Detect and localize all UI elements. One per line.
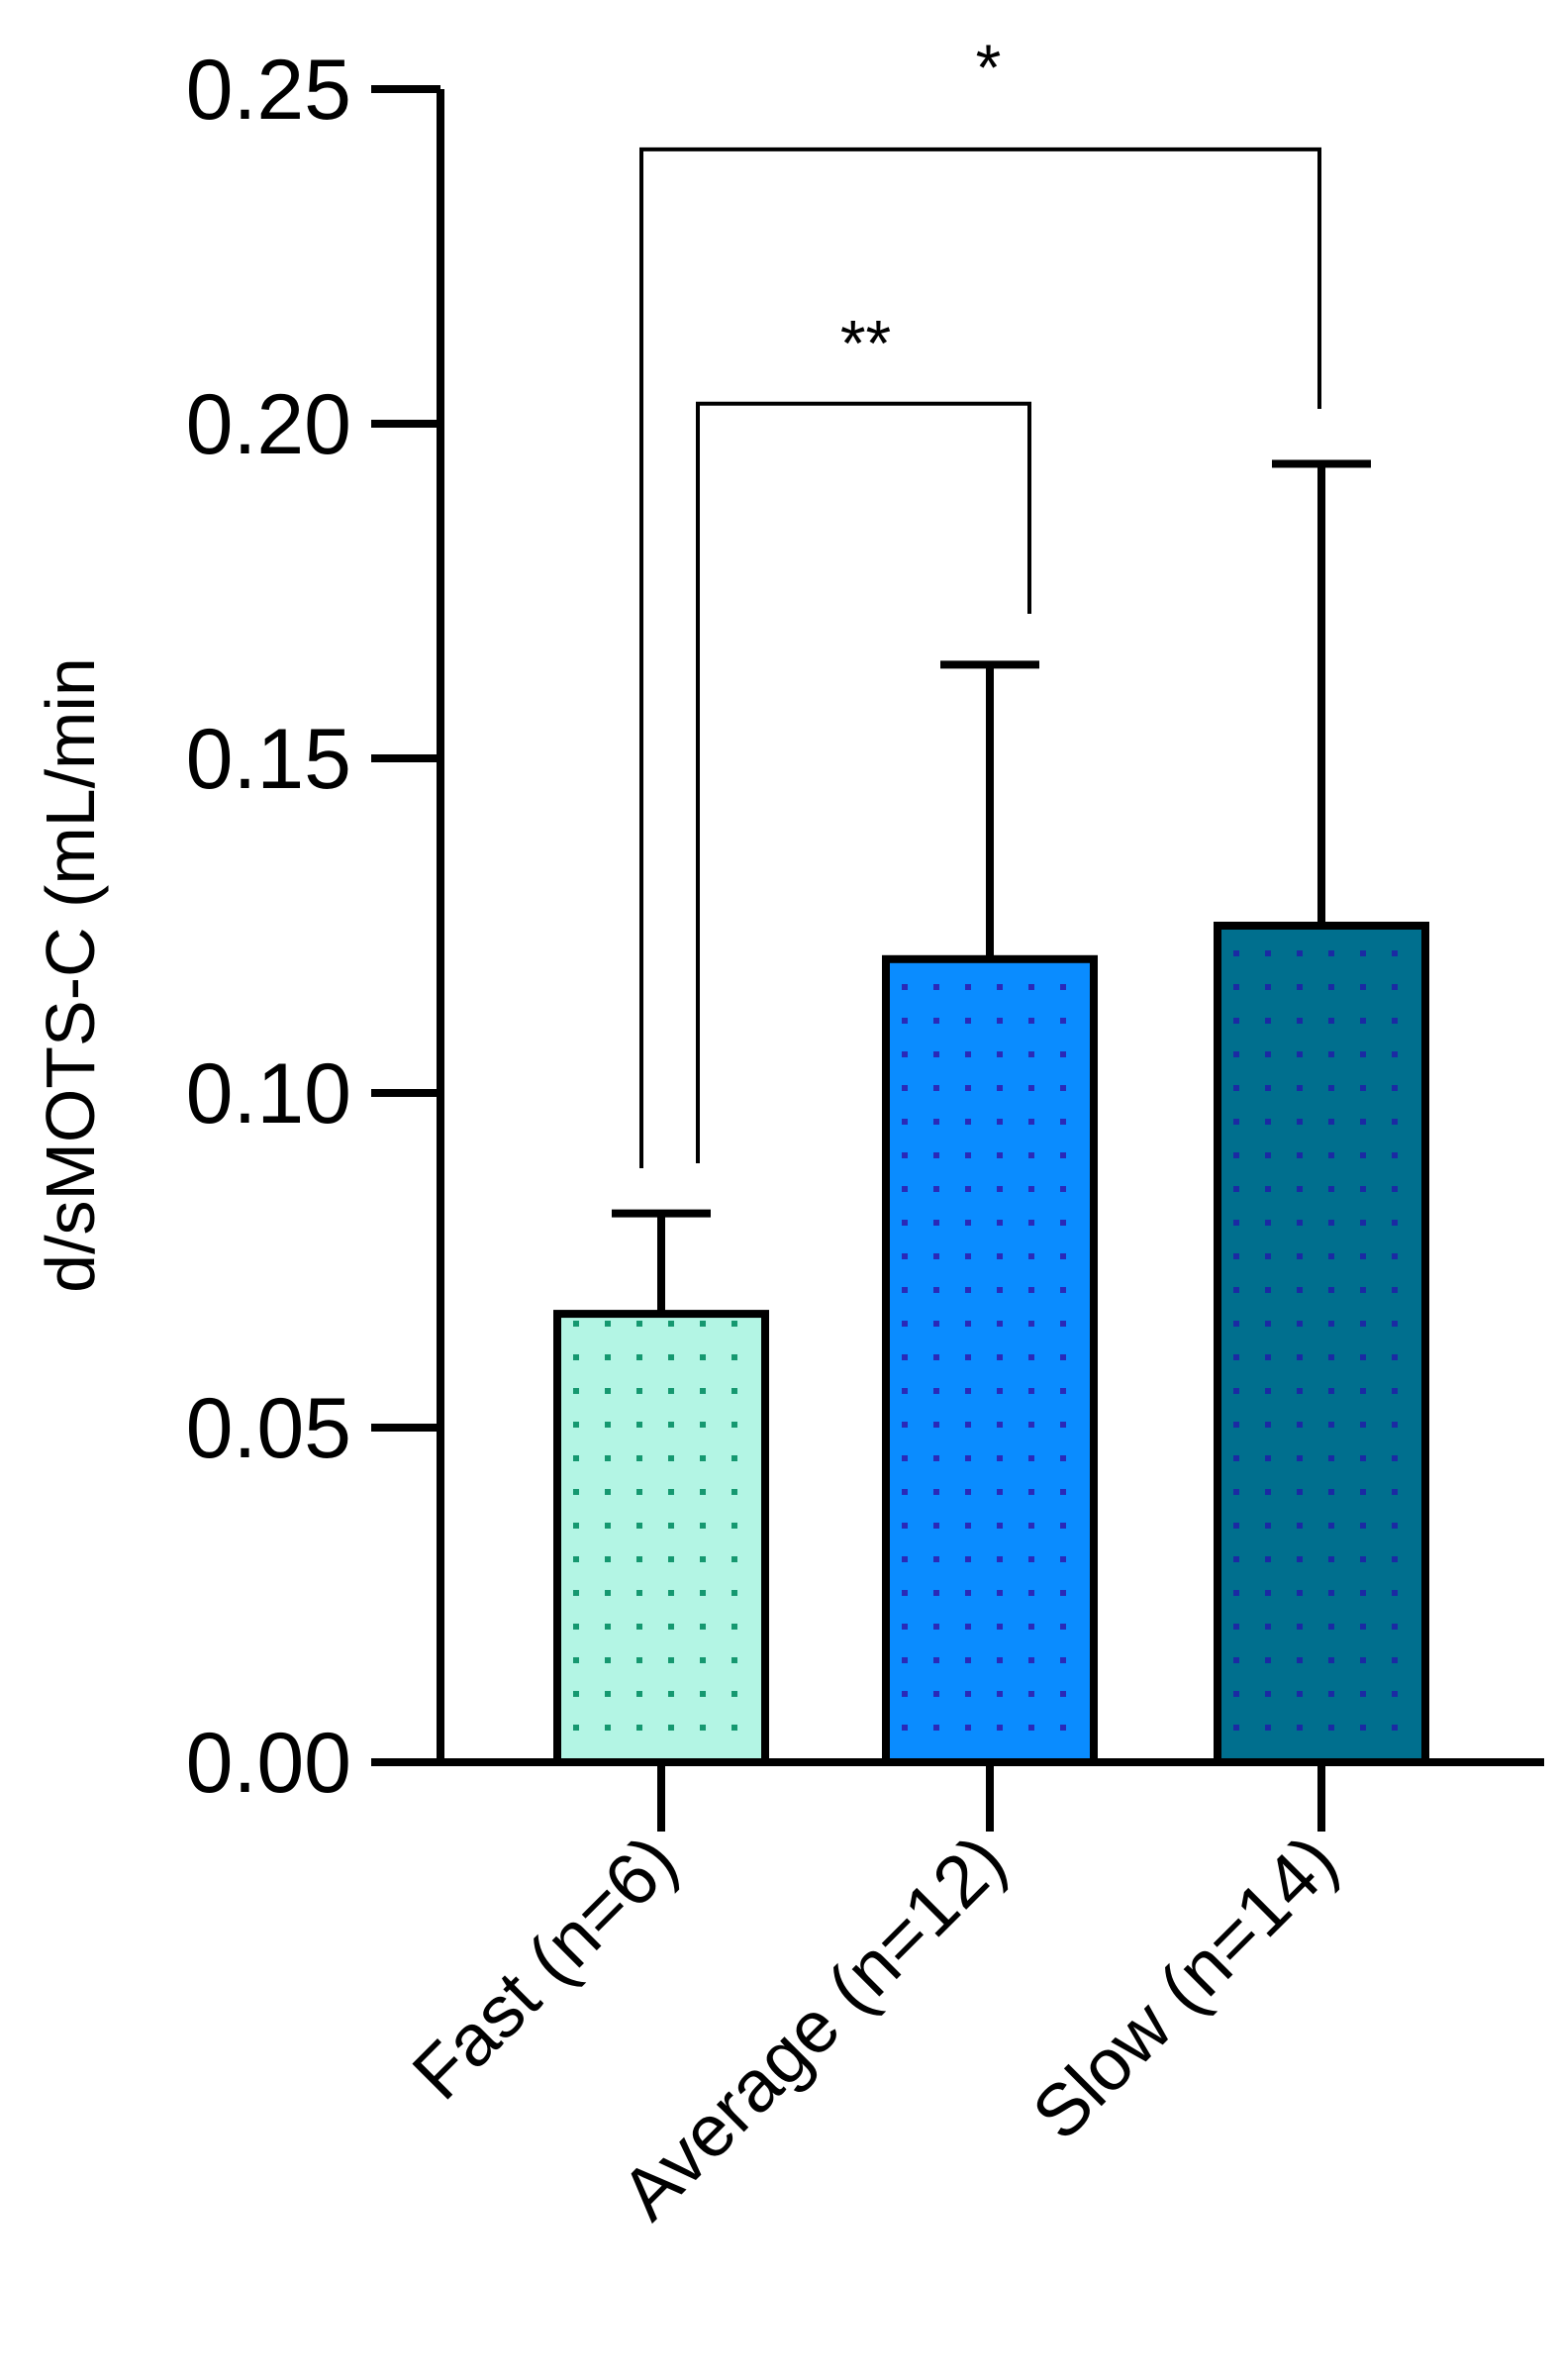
significance-bracket-1 bbox=[639, 147, 1321, 1168]
x-category-label-2: Slow (n=14) bbox=[1017, 1820, 1352, 2155]
significance-label-1: * bbox=[976, 31, 1002, 104]
y-tick-label-2: 0.10 bbox=[186, 1046, 351, 1141]
significance-label-0: ** bbox=[840, 307, 891, 380]
bar-2 bbox=[1214, 922, 1429, 1766]
y-tick-label-0: 0.00 bbox=[186, 1716, 351, 1811]
y-tick-label-3: 0.15 bbox=[186, 712, 351, 807]
bar-1 bbox=[882, 954, 1098, 1766]
bar-0 bbox=[553, 1310, 769, 1766]
significance-bracket-0 bbox=[696, 401, 1031, 1163]
x-category-label-0: Fast (n=6) bbox=[397, 1820, 693, 2116]
y-axis-title: d/sMOTS-C (mL/min bbox=[32, 657, 109, 1293]
y-tick-label-1: 0.05 bbox=[186, 1381, 351, 1476]
y-tick-label-5: 0.25 bbox=[186, 43, 351, 138]
y-tick-label-4: 0.20 bbox=[186, 377, 351, 472]
